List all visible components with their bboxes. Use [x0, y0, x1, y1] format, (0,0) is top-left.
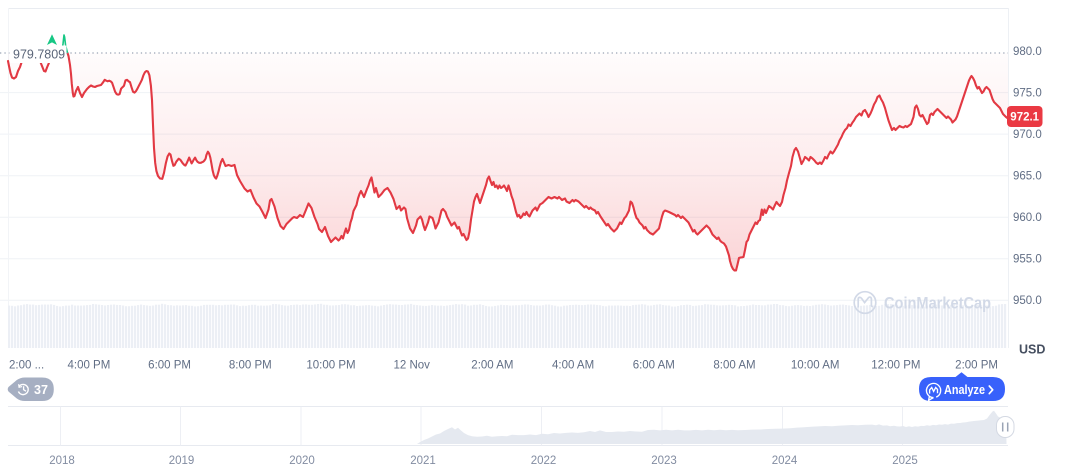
svg-text:2023: 2023 [651, 455, 677, 467]
svg-text:2:00 ...: 2:00 ... [9, 360, 44, 372]
svg-text:6:00 PM: 6:00 PM [148, 360, 191, 372]
svg-text:4:00 PM: 4:00 PM [67, 360, 110, 372]
svg-text:2024: 2024 [772, 455, 798, 467]
svg-text:2:00 AM: 2:00 AM [471, 360, 513, 372]
svg-text:2022: 2022 [531, 455, 557, 467]
svg-text:8:00 PM: 8:00 PM [229, 360, 272, 372]
svg-text:8:00 AM: 8:00 AM [713, 360, 755, 372]
svg-text:980.0: 980.0 [1013, 46, 1042, 58]
svg-text:2:00 PM: 2:00 PM [955, 360, 998, 372]
svg-text:2021: 2021 [410, 455, 436, 467]
svg-text:979.7809: 979.7809 [13, 48, 65, 62]
svg-text:12:00 PM: 12:00 PM [871, 360, 920, 372]
svg-text:2025: 2025 [892, 455, 918, 467]
svg-text:12 Nov: 12 Nov [393, 360, 430, 372]
svg-text:955.0: 955.0 [1013, 254, 1042, 266]
svg-text:10:00 AM: 10:00 AM [791, 360, 840, 372]
svg-text:10:00 PM: 10:00 PM [306, 360, 355, 372]
svg-text:975.0: 975.0 [1013, 88, 1042, 100]
svg-text:6:00 AM: 6:00 AM [633, 360, 675, 372]
svg-text:970.0: 970.0 [1013, 129, 1042, 141]
svg-text:950.0: 950.0 [1013, 295, 1042, 307]
svg-text:USD: USD [1019, 343, 1045, 357]
svg-text:2018: 2018 [49, 455, 75, 467]
svg-text:965.0: 965.0 [1013, 171, 1042, 183]
svg-text:960.0: 960.0 [1013, 212, 1042, 224]
svg-text:37: 37 [34, 383, 48, 397]
svg-text:972.1: 972.1 [1010, 112, 1039, 124]
svg-text:2020: 2020 [289, 455, 315, 467]
svg-text:4:00 AM: 4:00 AM [552, 360, 594, 372]
svg-text:CoinMarketCap: CoinMarketCap [884, 294, 991, 313]
svg-text:2019: 2019 [169, 455, 195, 467]
svg-text:Analyze: Analyze [944, 383, 985, 397]
